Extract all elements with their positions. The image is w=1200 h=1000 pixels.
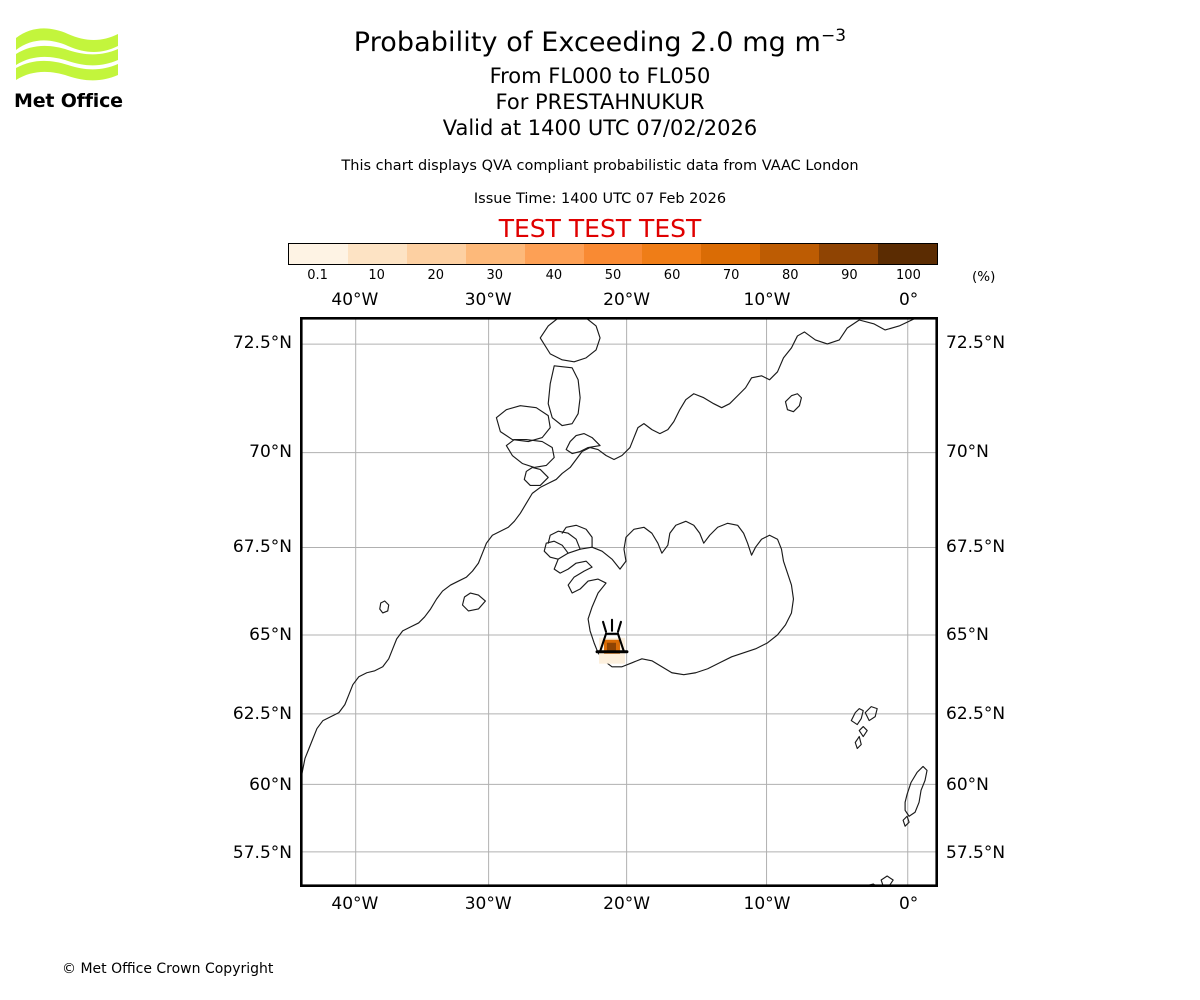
coastline-greenland	[301, 318, 918, 779]
map-gridlines	[301, 318, 937, 886]
colorbar-gradient	[288, 243, 938, 265]
map-svg	[301, 318, 937, 886]
lat-tick-right-60: 60°N	[946, 774, 989, 795]
lon-tick-bottom--30: 30°W	[464, 894, 512, 914]
met-office-logo: Met Office	[10, 22, 130, 117]
colorbar-tick-100: 100	[896, 268, 921, 283]
lat-tick-left-67.5: 67.5°N	[232, 537, 292, 558]
coastline-greenland-north-bay	[495, 405, 551, 443]
map-plot-area	[300, 317, 938, 887]
coastline-greenland-island-small	[379, 600, 390, 614]
issue-time-label: Issue Time: 1400 UTC 07 Feb 2026	[473, 191, 727, 207]
volcano-name-subtitle: For PRESTAHNUKUR	[495, 90, 705, 114]
lat-tick-left-57.5: 57.5°N	[232, 842, 292, 863]
lat-tick-left-72.5: 72.5°N	[232, 333, 292, 354]
colorbar-tick-0-1: 0.1	[307, 268, 328, 283]
coastline-faroe-islands	[850, 706, 878, 750]
coastline-greenland-fjord-3	[461, 592, 486, 612]
colorbar-segment-3	[465, 244, 525, 264]
qva-note: This chart displays QVA compliant probab…	[341, 158, 859, 174]
probability-colorbar	[288, 243, 938, 265]
colorbar-segment-9	[819, 244, 879, 264]
copyright-notice: © Met Office Crown Copyright	[62, 961, 274, 977]
map-frame-border	[301, 318, 937, 886]
lon-tick-bottom-0: 0°	[898, 894, 919, 914]
lat-tick-left-60: 60°N	[249, 774, 292, 795]
page-title-text: Probability of Exceeding 2.0 mg m	[353, 27, 821, 58]
coastline-shetland	[902, 765, 928, 827]
colorbar-segment-7	[701, 244, 761, 264]
lat-tick-left-62.5: 62.5°N	[232, 704, 292, 725]
coastline-greenland-ne-strip	[547, 365, 581, 427]
map-coastlines	[301, 318, 928, 886]
coastline-jan-mayen	[784, 393, 802, 413]
colorbar-segment-2	[406, 244, 466, 264]
coastline-greenland-ne-peninsula	[539, 318, 601, 363]
lat-tick-right-62.5: 62.5°N	[946, 704, 1006, 725]
colorbar-tick-70: 70	[722, 268, 740, 283]
lat-tick-left-70: 70°N	[249, 442, 292, 463]
colorbar-segment-4	[524, 244, 584, 264]
colorbar-tick-60: 60	[663, 268, 681, 283]
colorbar-segment-6	[642, 244, 702, 264]
test-banner: TEST TEST TEST	[498, 214, 702, 243]
page-title-exponent: −3	[820, 26, 847, 46]
lon-tick-top--10: 10°W	[743, 290, 791, 310]
volcano-marker-icon	[595, 618, 629, 654]
coastline-iceland-westfjords	[543, 524, 593, 560]
colorbar-tick-labels: 0.1 10 20 30 40 50 60 70 80 90 100	[288, 268, 938, 284]
lat-tick-right-67.5: 67.5°N	[946, 537, 1006, 558]
lat-tick-right-72.5: 72.5°N	[946, 333, 1006, 354]
lon-tick-top--20: 20°W	[603, 290, 651, 310]
lat-tick-right-65: 65°N	[946, 625, 989, 646]
colorbar-segment-5	[583, 244, 643, 264]
lat-tick-right-70: 70°N	[946, 442, 989, 463]
lon-tick-top-0: 0°	[898, 290, 919, 310]
lon-tick-bottom--20: 20°W	[603, 894, 651, 914]
colorbar-segment-8	[760, 244, 820, 264]
coastline-greenland-fjord-2	[523, 466, 549, 486]
lon-tick-top--30: 30°W	[464, 290, 512, 310]
flight-level-subtitle: From FL000 to FL050	[489, 64, 711, 88]
met-office-logo-text: Met Office	[14, 90, 123, 112]
lon-tick-bottom--10: 10°W	[743, 894, 791, 914]
lon-tick-top--40: 40°W	[331, 290, 379, 310]
colorbar-tick-40: 40	[545, 268, 563, 283]
valid-time-subtitle: Valid at 1400 UTC 07/02/2026	[442, 116, 758, 140]
colorbar-tick-90: 90	[841, 268, 858, 283]
met-office-waves-icon	[16, 28, 118, 81]
colorbar-segment-1	[347, 244, 407, 264]
colorbar-tick-30: 30	[486, 268, 504, 283]
lon-tick-bottom--40: 40°W	[331, 894, 379, 914]
lat-tick-left-65: 65°N	[249, 625, 292, 646]
colorbar-segment-0	[289, 244, 348, 264]
colorbar-tick-20: 20	[427, 268, 444, 283]
colorbar-tick-80: 80	[781, 268, 799, 283]
colorbar-tick-10: 10	[368, 268, 385, 283]
page-title: Probability of Exceeding 2.0 mg m−3	[0, 26, 1200, 59]
coastline-greenland-fjord-1	[565, 433, 601, 455]
colorbar-unit-label: (%)	[972, 269, 996, 285]
coastline-greenland-north-spur	[505, 438, 555, 469]
colorbar-tick-50: 50	[604, 268, 622, 283]
lat-tick-right-57.5: 57.5°N	[946, 842, 1006, 863]
coastline-iceland	[553, 520, 795, 676]
colorbar-segment-10	[878, 244, 937, 264]
